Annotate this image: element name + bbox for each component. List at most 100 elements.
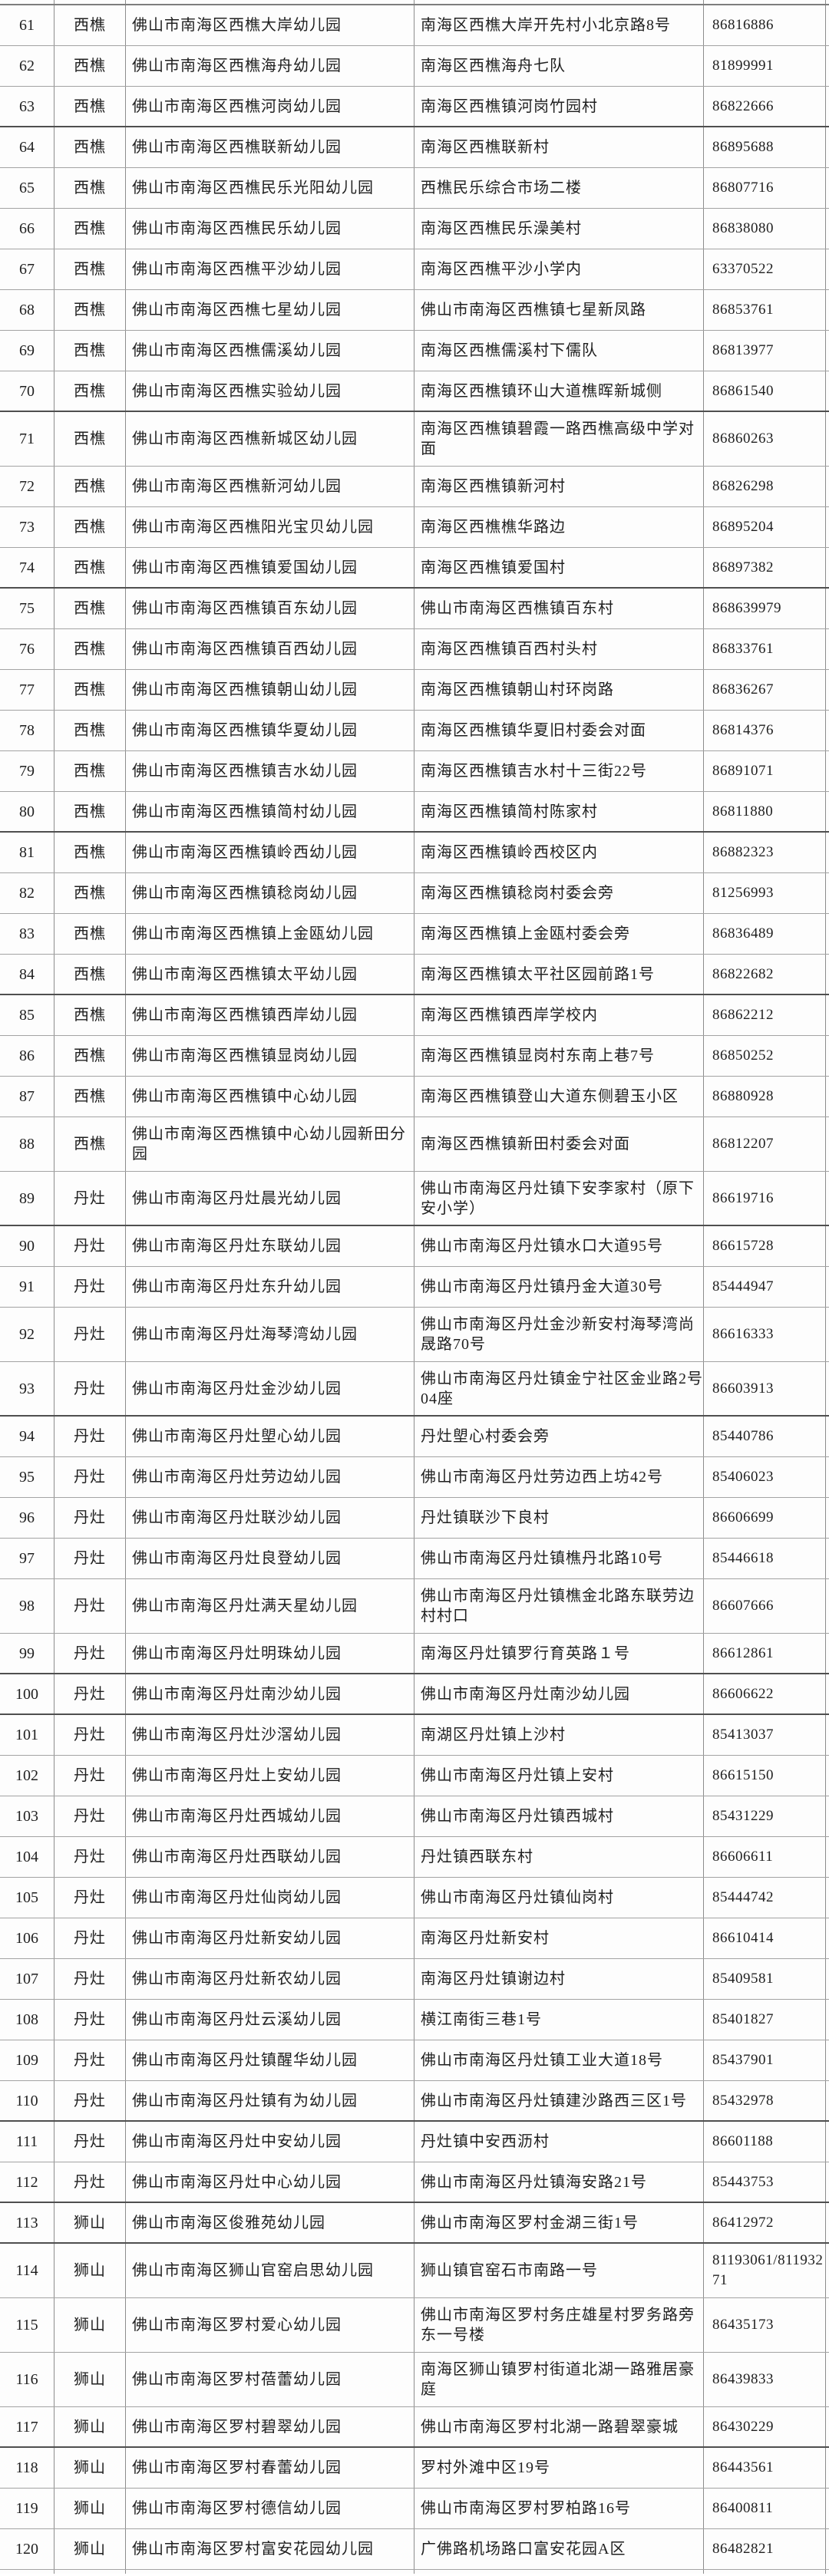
phone-cell: 86601188 (704, 2122, 826, 2162)
phone-cell: 86606611 (704, 1837, 826, 1877)
table-row: 109 丹灶 佛山市南海区丹灶镇醒华幼儿园 佛山市南海区丹灶镇工业大道18号 8… (0, 2040, 829, 2081)
address-cell: 横江南街三巷1号 (414, 2000, 704, 2040)
table-row: 95 丹灶 佛山市南海区丹灶劳边幼儿园 佛山市南海区丹灶劳边西上坊42号 854… (0, 1457, 829, 1498)
phone-cell: 85406023 (704, 1457, 826, 1497)
kindergarten-name-cell: 佛山市南海区丹灶海琴湾幼儿园 (126, 1308, 414, 1361)
kindergarten-name-cell: 佛山市南海区丹灶西联幼儿园 (126, 1837, 414, 1877)
row-number-cell: 97 (0, 1539, 54, 1578)
town-cell: 丹灶 (54, 1715, 126, 1755)
town-cell: 狮山 (54, 2489, 126, 2528)
row-number-cell: 77 (0, 670, 54, 710)
kindergarten-name-cell: 佛山市南海区丹灶仙岗幼儿园 (126, 1878, 414, 1918)
address-cell: 佛山市南海区丹灶镇海安路21号 (414, 2162, 704, 2202)
town-cell: 狮山 (54, 2448, 126, 2488)
table-row: 89 丹灶 佛山市南海区丹灶晨光幼儿园 佛山市南海区丹灶镇下安李家村（原下安小学… (0, 1172, 829, 1226)
town-cell: 西樵 (54, 792, 126, 831)
table-row: 75 西樵 佛山市南海区西樵镇百东幼儿园 佛山市南海区西樵镇百东村 868639… (0, 589, 829, 629)
row-number-cell: 66 (0, 209, 54, 249)
kindergarten-name-cell: 佛山市南海区丹灶镇有为幼儿园 (126, 2081, 414, 2120)
kindergarten-name-cell: 佛山市南海区狮山官窑启思幼儿园 (126, 2244, 414, 2297)
town-cell: 丹灶 (54, 2122, 126, 2162)
phone-cell: 86606622 (704, 1674, 826, 1713)
phone-cell: 86813977 (704, 331, 826, 371)
row-number-cell: 79 (0, 751, 54, 791)
kindergarten-name-cell: 佛山市南海区西樵镇简村幼儿园 (126, 792, 414, 831)
kindergarten-name-cell: 佛山市南海区西樵镇西岸幼儿园 (126, 995, 414, 1035)
town-cell: 丹灶 (54, 1674, 126, 1713)
kindergarten-name-cell: 佛山市南海区西樵镇华夏幼儿园 (126, 711, 414, 750)
address-cell: 佛山市南海区丹灶南沙幼儿园 (414, 1674, 704, 1713)
table-row: 77 西樵 佛山市南海区西樵镇朝山幼儿园 南海区西樵镇朝山村环岗路 868362… (0, 670, 829, 711)
row-number-cell: 95 (0, 1457, 54, 1497)
row-number-cell: 107 (0, 1959, 54, 1999)
table-row: 103 丹灶 佛山市南海区丹灶西城幼儿园 佛山市南海区丹灶镇西城村 854312… (0, 1796, 829, 1837)
table-row: 91 丹灶 佛山市南海区丹灶东升幼儿园 佛山市南海区丹灶镇丹金大道30号 854… (0, 1267, 829, 1308)
row-number-cell: 89 (0, 1172, 54, 1225)
phone-cell: 86412972 (704, 2203, 826, 2242)
address-cell: 南海区西樵镇登山大道东侧碧玉小区 (414, 1077, 704, 1116)
phone-cell: 86861540 (704, 371, 826, 411)
phone-cell (704, 2570, 826, 2574)
row-number-cell: 80 (0, 792, 54, 831)
town-cell: 丹灶 (54, 1634, 126, 1673)
row-number-cell: 105 (0, 1878, 54, 1918)
kindergarten-name-cell: 佛山市南海区丹灶西城幼儿园 (126, 1796, 414, 1836)
address-cell: 南海区丹灶镇谢边村 (414, 1959, 704, 1999)
address-cell: 佛山市南海区丹灶镇樵金北路东联劳边村村口 (414, 1579, 704, 1633)
phone-cell: 86891071 (704, 751, 826, 791)
phone-cell: 86612861 (704, 1634, 826, 1673)
town-cell: 西樵 (54, 873, 126, 913)
phone-cell: 86812207 (704, 1117, 826, 1171)
table-row: 100 丹灶 佛山市南海区丹灶南沙幼儿园 佛山市南海区丹灶南沙幼儿园 86606… (0, 1674, 829, 1715)
table-row: 79 西樵 佛山市南海区西樵镇吉水幼儿园 南海区西樵镇吉水村十三街22号 868… (0, 751, 829, 792)
address-cell: 佛山市南海区罗村金湖三街1号 (414, 2203, 704, 2242)
kindergarten-name-cell: 佛山市南海区罗村碧翠幼儿园 (126, 2407, 414, 2446)
table-row: 92 丹灶 佛山市南海区丹灶海琴湾幼儿园 佛山市南海区丹灶金沙新安村海琴湾尚晟路… (0, 1308, 829, 1362)
address-cell: 佛山市南海区罗村罗柏路16号 (414, 2489, 704, 2528)
table-row: 116 狮山 佛山市南海区罗村蓓蕾幼儿园 南海区狮山镇罗村街道北湖一路雅居豪庭 … (0, 2353, 829, 2407)
town-cell: 西樵 (54, 711, 126, 750)
town-cell: 西樵 (54, 331, 126, 371)
phone-cell: 85401827 (704, 2000, 826, 2040)
row-number-cell: 99 (0, 1634, 54, 1673)
kindergarten-name-cell: 佛山市南海区丹灶南沙幼儿园 (126, 1674, 414, 1713)
row-number-cell: 108 (0, 2000, 54, 2040)
table-row: 119 狮山 佛山市南海区罗村德信幼儿园 佛山市南海区罗村罗柏路16号 8640… (0, 2489, 829, 2529)
row-number-cell: 92 (0, 1308, 54, 1361)
address-cell: 南海区西樵平沙小学内 (414, 249, 704, 289)
phone-cell: 86836489 (704, 914, 826, 954)
phone-cell: 86822666 (704, 87, 826, 126)
table-row: 102 丹灶 佛山市南海区丹灶上安幼儿园 佛山市南海区丹灶镇上安村 866151… (0, 1756, 829, 1796)
address-cell: 佛山市南海区丹灶镇工业大道18号 (414, 2040, 704, 2080)
phone-cell: 86816886 (704, 5, 826, 45)
address-cell: 南海区西樵镇稔岗村委会旁 (414, 873, 704, 913)
kindergarten-name-cell: 佛山市南海区西樵镇显岗幼儿园 (126, 1036, 414, 1076)
table-row: 94 丹灶 佛山市南海区丹灶塱心幼儿园 丹灶塱心村委会旁 85440786 (0, 1417, 829, 1457)
phone-cell: 86897382 (704, 548, 826, 587)
town-cell: 西樵 (54, 467, 126, 506)
phone-cell: 86895688 (704, 127, 826, 167)
address-cell: 南海区西樵镇河岗竹园村 (414, 87, 704, 126)
row-number-cell: 62 (0, 46, 54, 86)
phone-cell: 86607666 (704, 1579, 826, 1633)
phone-cell (704, 0, 826, 4)
town-cell: 西樵 (54, 127, 126, 167)
table-row: 87 西樵 佛山市南海区西樵镇中心幼儿园 南海区西樵镇登山大道东侧碧玉小区 86… (0, 1077, 829, 1117)
table-row: 99 丹灶 佛山市南海区丹灶明珠幼儿园 南海区丹灶镇罗行育英路１号 866128… (0, 1634, 829, 1674)
address-cell: 南海区西樵镇简村陈家村 (414, 792, 704, 831)
phone-cell: 86807716 (704, 168, 826, 208)
town-cell: 狮山 (54, 2353, 126, 2406)
address-cell: 广佛路机场路口富安花园A区 (414, 2529, 704, 2569)
kindergarten-name-cell: 佛山市南海区西樵大岸幼儿园 (126, 5, 414, 45)
kindergarten-name-cell: 佛山市南海区丹灶金沙幼儿园 (126, 1362, 414, 1415)
address-cell: 南海区西樵镇岭西校区内 (414, 833, 704, 872)
kindergarten-name-cell: 佛山市南海区西樵海舟幼儿园 (126, 46, 414, 86)
row-number-cell: 116 (0, 2353, 54, 2406)
phone-cell: 85413037 (704, 1715, 826, 1755)
address-cell: 丹灶镇西联东村 (414, 1837, 704, 1877)
table-row: 97 丹灶 佛山市南海区丹灶良登幼儿园 佛山市南海区丹灶镇樵丹北路10号 854… (0, 1539, 829, 1579)
row-number-cell: 75 (0, 589, 54, 628)
row-number-cell: 100 (0, 1674, 54, 1713)
phone-cell: 86482821 (704, 2529, 826, 2569)
